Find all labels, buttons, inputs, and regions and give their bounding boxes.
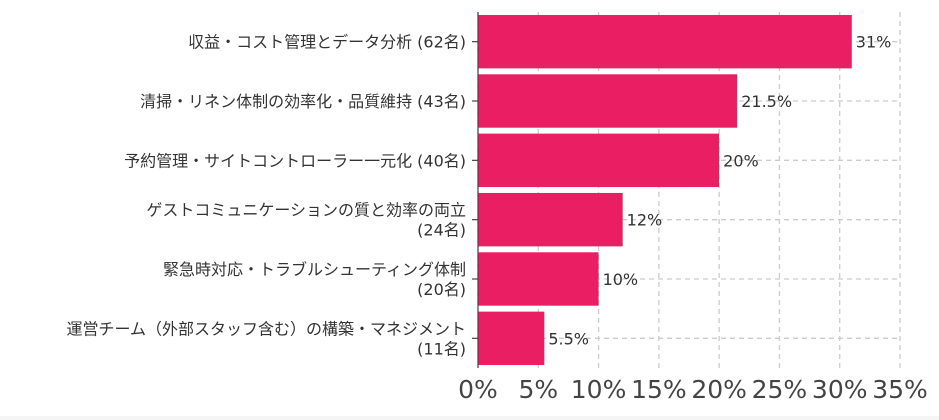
bar [478, 311, 545, 366]
category-label: 緊急時対応・トラブルシューティング体制(20名) [163, 260, 466, 299]
bar [478, 192, 623, 247]
category-label-line: (20名) [417, 280, 466, 299]
x-tick-label: 5% [518, 375, 558, 404]
bar-data-label: 5.5% [548, 329, 589, 348]
category-label-line: (24名) [417, 221, 466, 240]
category-label: 清掃・リネン体制の効率化・品質維持 (43名) [140, 92, 466, 111]
category-label: ゲストコミュニケーションの質と効率の両立(24名) [146, 201, 466, 240]
bar-layer [478, 14, 852, 366]
category-label-line: 運営チーム（外部スタッフ含む）の構築・マネジメント [66, 319, 466, 338]
x-tick-label: 20% [691, 375, 747, 404]
category-label: 収益・コスト管理とデータ分析 (62名) [188, 33, 466, 52]
bar-data-label: 10% [603, 270, 639, 289]
category-label-line: ゲストコミュニケーションの質と効率の両立 [146, 201, 466, 220]
category-label-line: 清掃・リネン体制の効率化・品質維持 (43名) [140, 92, 466, 111]
category-label-line: 緊急時対応・トラブルシューティング体制 [163, 260, 466, 279]
bar-data-label: 31% [856, 33, 892, 52]
bar [478, 74, 738, 128]
bar-data-label: 21.5% [741, 92, 792, 111]
category-label-line: (11名) [417, 339, 466, 358]
label-layer: 31% 21.5% 20% 12% 10% 5.5% 収益・コスト管理とデータ分析 (62名… [66, 33, 891, 359]
x-tick-label: 30% [812, 375, 868, 404]
category-label-line: 予約管理・サイトコントローラー一元化 (40名) [124, 151, 466, 170]
bar [478, 133, 720, 188]
bar [478, 14, 852, 69]
x-tick-label: 15% [631, 375, 687, 404]
x-tick-label: 0% [458, 375, 498, 404]
category-label-line: 収益・コスト管理とデータ分析 (62名) [188, 33, 466, 52]
category-label: 運営チーム（外部スタッフ含む）の構築・マネジメント(11名) [66, 319, 466, 358]
bar-data-label: 20% [723, 151, 759, 170]
x-tick-label: 10% [571, 375, 627, 404]
x-tick-label: 25% [752, 375, 808, 404]
category-label: 予約管理・サイトコントローラー一元化 (40名) [124, 151, 466, 170]
bar-data-label: 12% [627, 211, 663, 230]
x-tick-label: 35% [872, 375, 928, 404]
axis-layer: 0% 5% 10% 15% 20% 25% 30% 35% [458, 12, 928, 404]
bar [478, 252, 599, 306]
